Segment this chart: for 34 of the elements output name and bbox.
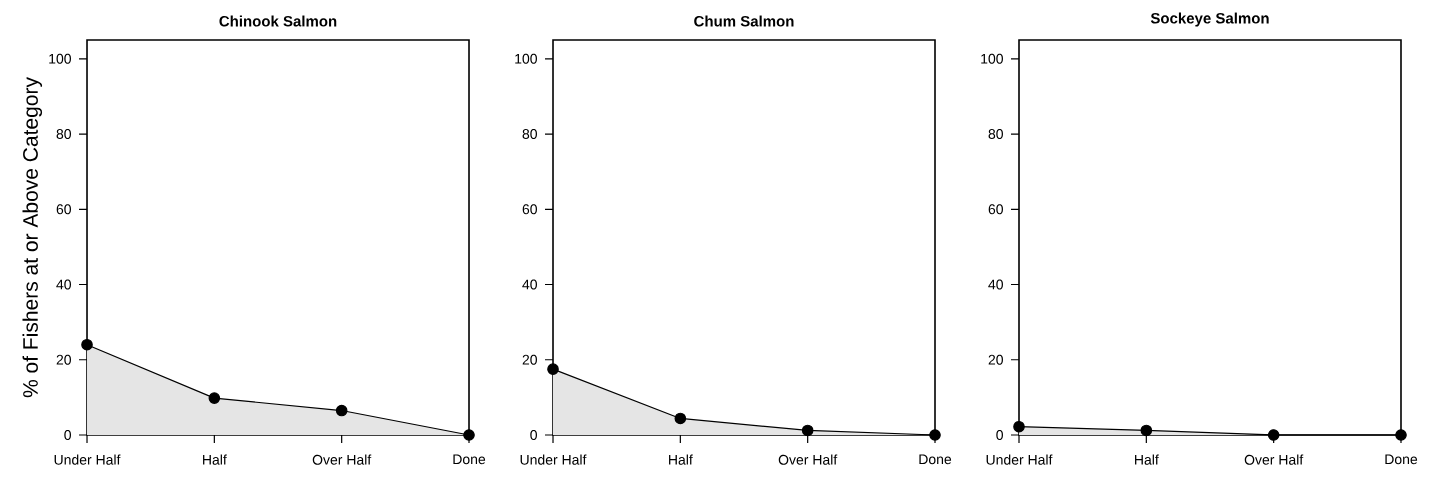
y-tick-label: 0 (530, 430, 537, 440)
x-tick-label: Done (453, 454, 486, 465)
y-tick-label: 80 (988, 129, 1003, 139)
y-tick-label: 100 (49, 53, 71, 64)
x-tick-label: Done (919, 454, 952, 465)
x-tick-label: Half (1135, 454, 1159, 465)
x-tick-label: Done (1385, 454, 1418, 465)
chart-title: Chum Salmon (694, 15, 794, 27)
y-tick-label: 20 (988, 354, 1003, 365)
y-tick-label: 100 (981, 53, 1003, 64)
y-tick-label: 100 (515, 53, 537, 64)
x-tick-label: Over Half (1244, 454, 1304, 465)
y-tick-label: 0 (64, 430, 72, 440)
x-tick-label: Half (669, 454, 693, 465)
x-tick-label: Under Half (986, 454, 1053, 465)
y-tick-label: 0 (996, 430, 1003, 440)
y-tick-label: 80 (522, 129, 537, 139)
x-tick-label: Half (203, 454, 227, 465)
y-tick-label: 80 (56, 129, 72, 139)
y-axis-title: % of Fishers at or Above Category (22, 77, 43, 398)
y-tick-label: 40 (56, 279, 72, 290)
y-tick-label: 40 (522, 279, 537, 290)
y-tick-label: 60 (56, 204, 72, 215)
x-tick-label: Over Half (778, 454, 838, 465)
y-tick-label: 60 (522, 204, 537, 215)
y-tick-label: 20 (522, 354, 537, 365)
x-tick-label: Over Half (312, 454, 372, 465)
y-tick-label: 40 (988, 279, 1003, 290)
x-tick-label: Under Half (54, 454, 121, 465)
x-tick-label: Under Half (520, 454, 587, 465)
y-tick-label: 20 (56, 354, 72, 365)
chart-title: Sockeye Salmon (1150, 12, 1269, 27)
chart-title: Chinook Salmon (219, 15, 337, 27)
y-tick-label: 60 (988, 204, 1003, 215)
